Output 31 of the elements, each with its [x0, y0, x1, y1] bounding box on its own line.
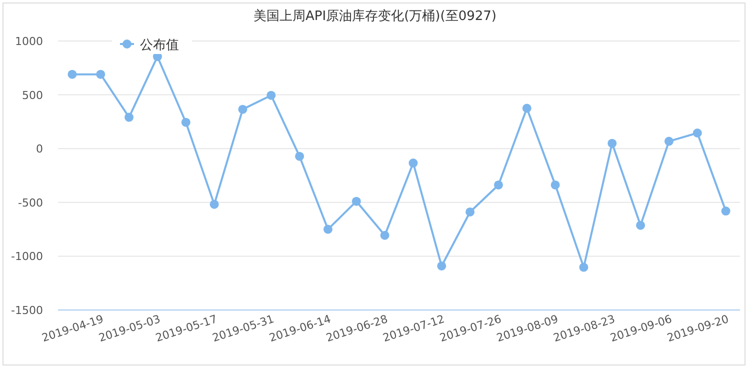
point	[323, 224, 332, 234]
point	[437, 261, 446, 270]
point	[608, 138, 617, 148]
point	[636, 220, 646, 230]
point	[266, 90, 276, 100]
point	[380, 230, 390, 240]
point	[522, 104, 532, 113]
legend-label: 公布值	[140, 38, 179, 53]
point	[721, 206, 730, 216]
y-tick-label: -1500	[11, 304, 43, 317]
point	[408, 158, 418, 168]
y-tick-label: 0	[36, 142, 43, 156]
point	[68, 70, 77, 79]
point	[579, 262, 588, 272]
y-tick-label: -500	[18, 196, 43, 210]
point	[96, 70, 106, 79]
y-tick-label: 1000	[15, 35, 43, 48]
point	[664, 136, 674, 146]
chart-title: 美国上周API原油库存变化(万桶)(至0927)	[254, 8, 496, 24]
point	[494, 180, 503, 190]
y-tick-label: -1000	[11, 250, 43, 264]
point	[295, 152, 304, 161]
point	[550, 180, 560, 190]
point	[692, 128, 702, 138]
point	[181, 118, 190, 127]
point	[238, 104, 248, 114]
y-tick-label: 500	[22, 88, 43, 102]
point	[210, 200, 219, 209]
point	[466, 207, 475, 216]
point	[124, 112, 134, 122]
point	[352, 196, 361, 206]
